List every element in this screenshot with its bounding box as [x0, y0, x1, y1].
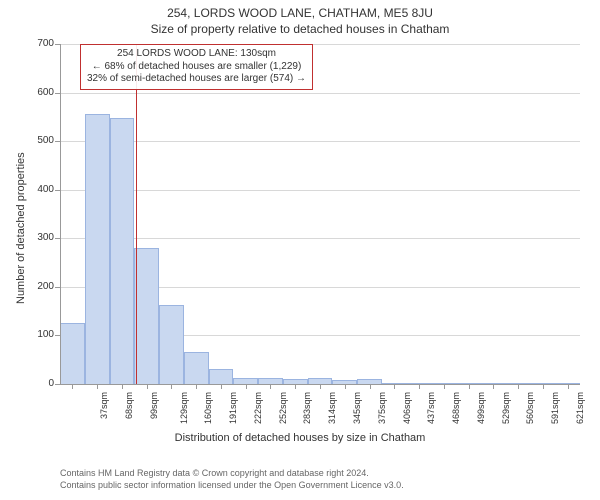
y-tick-label: 0	[24, 378, 54, 389]
x-tick-label: 222sqm	[253, 392, 263, 424]
histogram-bar	[110, 118, 135, 384]
x-tick-label: 37sqm	[99, 392, 109, 419]
chart-container: { "title_main": "254, LORDS WOOD LANE, C…	[0, 0, 600, 500]
histogram-bar	[60, 323, 85, 384]
plot-area: 010020030040050060070037sqm68sqm99sqm129…	[60, 44, 580, 384]
x-tick-label: 129sqm	[179, 392, 189, 424]
y-tick-label: 400	[24, 184, 54, 195]
histogram-bar	[209, 369, 234, 384]
footer-line1: Contains HM Land Registry data © Crown c…	[60, 468, 404, 480]
y-tick-label: 600	[24, 87, 54, 98]
x-axis-line	[60, 384, 580, 385]
annotation-line2: ← 68% of detached houses are smaller (1,…	[87, 61, 306, 74]
x-tick-label: 560sqm	[525, 392, 535, 424]
annotation-line3: 32% of semi-detached houses are larger (…	[87, 73, 306, 86]
y-tick-label: 100	[24, 329, 54, 340]
y-tick-label: 500	[24, 135, 54, 146]
histogram-bar	[134, 248, 159, 384]
annotation-box: 254 LORDS WOOD LANE: 130sqm ← 68% of det…	[80, 44, 313, 90]
footer-attribution: Contains HM Land Registry data © Crown c…	[60, 468, 404, 491]
x-tick-label: 468sqm	[451, 392, 461, 424]
y-tick-label: 300	[24, 232, 54, 243]
x-tick-label: 591sqm	[550, 392, 560, 424]
annotation-line1: 254 LORDS WOOD LANE: 130sqm	[87, 48, 306, 61]
grid-line	[60, 141, 580, 142]
x-tick-label: 68sqm	[124, 392, 134, 419]
y-axis-label: Number of detached properties	[15, 152, 27, 304]
x-tick-label: 345sqm	[352, 392, 362, 424]
histogram-bar	[184, 352, 209, 384]
x-tick-label: 437sqm	[426, 392, 436, 424]
reference-line	[136, 44, 137, 384]
x-tick-label: 252sqm	[278, 392, 288, 424]
chart-title-sub: Size of property relative to detached ho…	[0, 20, 600, 36]
x-tick-label: 499sqm	[476, 392, 486, 424]
y-axis-line	[60, 44, 61, 384]
grid-line	[60, 238, 580, 239]
x-tick-label: 191sqm	[228, 392, 238, 424]
x-tick-label: 406sqm	[402, 392, 412, 424]
x-tick-label: 99sqm	[149, 392, 159, 419]
footer-line2: Contains public sector information licen…	[60, 480, 404, 492]
histogram-bar	[159, 305, 184, 384]
x-tick-label: 283sqm	[303, 392, 313, 424]
x-tick-label: 314sqm	[327, 392, 337, 424]
x-tick-label: 621sqm	[575, 392, 585, 424]
x-tick-label: 375sqm	[377, 392, 387, 424]
x-tick-label: 529sqm	[501, 392, 511, 424]
chart-title-main: 254, LORDS WOOD LANE, CHATHAM, ME5 8JU	[0, 0, 600, 20]
x-axis-label: Distribution of detached houses by size …	[0, 432, 600, 444]
grid-line	[60, 93, 580, 94]
x-tick-label: 160sqm	[203, 392, 213, 424]
grid-line	[60, 190, 580, 191]
histogram-bar	[85, 114, 110, 384]
y-tick-label: 700	[24, 38, 54, 49]
y-tick-label: 200	[24, 281, 54, 292]
